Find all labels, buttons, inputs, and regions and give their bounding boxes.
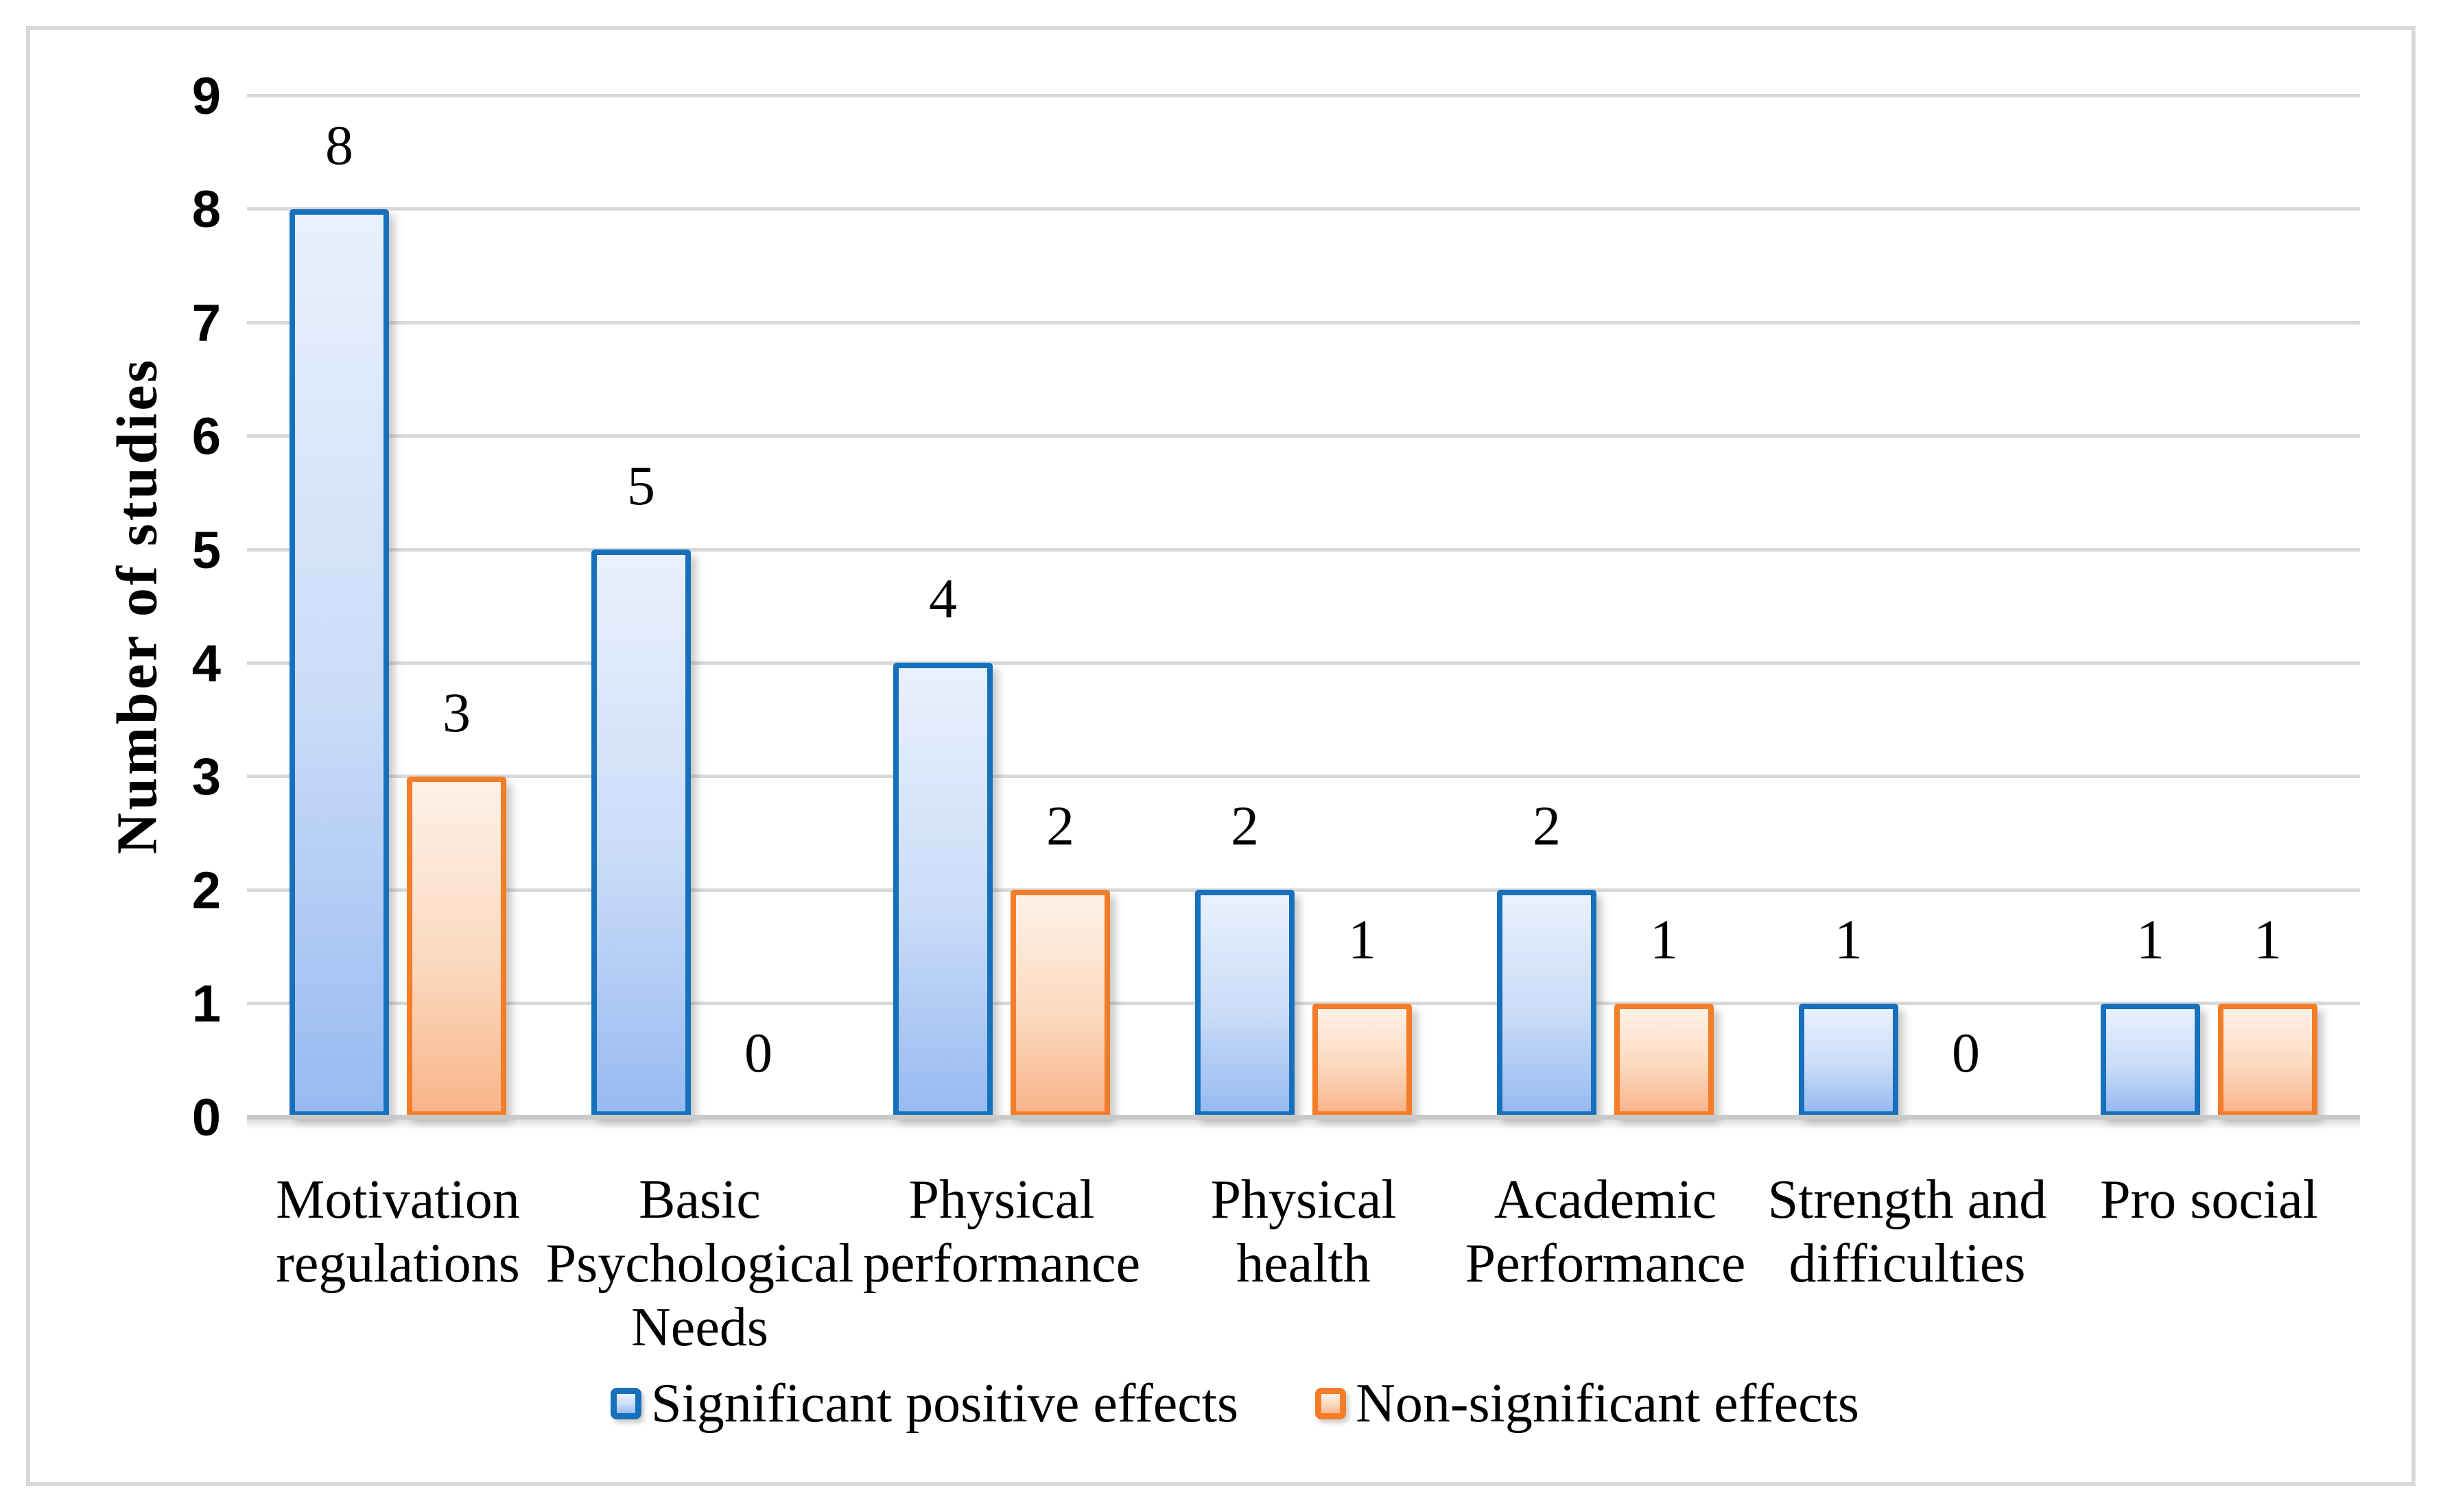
data-label-series1-3: 4 xyxy=(929,567,957,630)
category-label-7: Pro social xyxy=(2100,1170,2318,1230)
gridline-8 xyxy=(247,207,2360,211)
category-label-4: Physical health xyxy=(1210,1170,1397,1294)
gridline-9 xyxy=(247,93,2360,97)
legend-label-series1: Significant positive effects xyxy=(651,1373,1239,1434)
gridline-4 xyxy=(247,661,2360,665)
data-label-series2-3: 2 xyxy=(1046,794,1074,858)
legend-marker-series2-icon xyxy=(1315,1388,1347,1419)
gridline-5 xyxy=(247,547,2360,552)
legend-marker-series1-icon xyxy=(611,1388,642,1419)
bar-series1-6 xyxy=(1799,1003,1898,1117)
data-label-series1-7: 1 xyxy=(2136,908,2164,971)
gridline-6 xyxy=(247,434,2360,438)
x-axis-labels: Motivation regulations Basic Psychologica… xyxy=(247,1168,2360,1374)
data-label-series2-5: 1 xyxy=(1650,908,1678,971)
y-tick-label-5: 5 xyxy=(191,521,221,580)
bar-series1-1 xyxy=(290,209,389,1117)
y-tick-label-2: 2 xyxy=(191,861,221,920)
category-label-6: Strength and difficulties xyxy=(1767,1170,2047,1294)
gridline-7 xyxy=(247,320,2360,324)
gridline-3 xyxy=(247,775,2360,779)
y-tick-label-7: 7 xyxy=(191,294,221,353)
data-label-series1-6: 1 xyxy=(1834,908,1863,971)
bar-series2-7 xyxy=(2218,1003,2317,1117)
data-label-series1-1: 8 xyxy=(325,113,353,176)
y-tick-label-1: 1 xyxy=(191,975,221,1034)
y-tick-label-8: 8 xyxy=(191,180,221,239)
bar-series1-5 xyxy=(1497,890,1596,1117)
gridline-2 xyxy=(247,888,2360,892)
legend-item-series1: Significant positive effects xyxy=(611,1369,1238,1438)
data-label-series2-6: 0 xyxy=(1952,1021,1980,1084)
data-label-series2-2: 0 xyxy=(744,1021,772,1084)
category-label-5: Academic Performance xyxy=(1465,1170,1746,1294)
data-label-series2-7: 1 xyxy=(2254,908,2282,971)
bar-series2-3 xyxy=(1011,890,1110,1117)
y-tick-label-0: 0 xyxy=(191,1088,221,1147)
category-label-1: Motivation regulations xyxy=(276,1170,520,1294)
bar-series2-1 xyxy=(407,776,506,1117)
y-tick-label-9: 9 xyxy=(191,67,221,126)
baseline-shadow xyxy=(247,1117,2360,1129)
x-axis-line xyxy=(247,1115,2360,1120)
legend-item-series2: Non-significant effects xyxy=(1315,1369,1859,1438)
legend-label-series2: Non-significant effects xyxy=(1356,1373,1859,1434)
y-tick-label-4: 4 xyxy=(191,635,221,693)
bar-series1-7 xyxy=(2101,1003,2200,1117)
bar-series2-5 xyxy=(1614,1003,1714,1117)
legend: Significant positive effects Non-signific… xyxy=(247,1369,2223,1438)
data-label-series1-4: 2 xyxy=(1231,794,1259,858)
gridline-1 xyxy=(247,1002,2360,1006)
data-label-series1-5: 2 xyxy=(1533,794,1561,858)
data-label-series1-2: 5 xyxy=(627,454,655,517)
category-label-3: Physical performance xyxy=(862,1170,1141,1294)
y-tick-label-6: 6 xyxy=(191,407,221,466)
data-label-series2-4: 1 xyxy=(1348,908,1376,971)
data-label-series2-1: 3 xyxy=(442,681,471,744)
bar-series1-2 xyxy=(591,550,691,1117)
bar-series2-4 xyxy=(1312,1003,1412,1117)
y-tick-label-3: 3 xyxy=(191,748,221,807)
bar-series1-4 xyxy=(1195,890,1295,1117)
category-label-2: Basic Psychological Needs xyxy=(545,1170,854,1358)
bar-series1-3 xyxy=(893,663,993,1117)
figure-border xyxy=(26,26,2416,1486)
